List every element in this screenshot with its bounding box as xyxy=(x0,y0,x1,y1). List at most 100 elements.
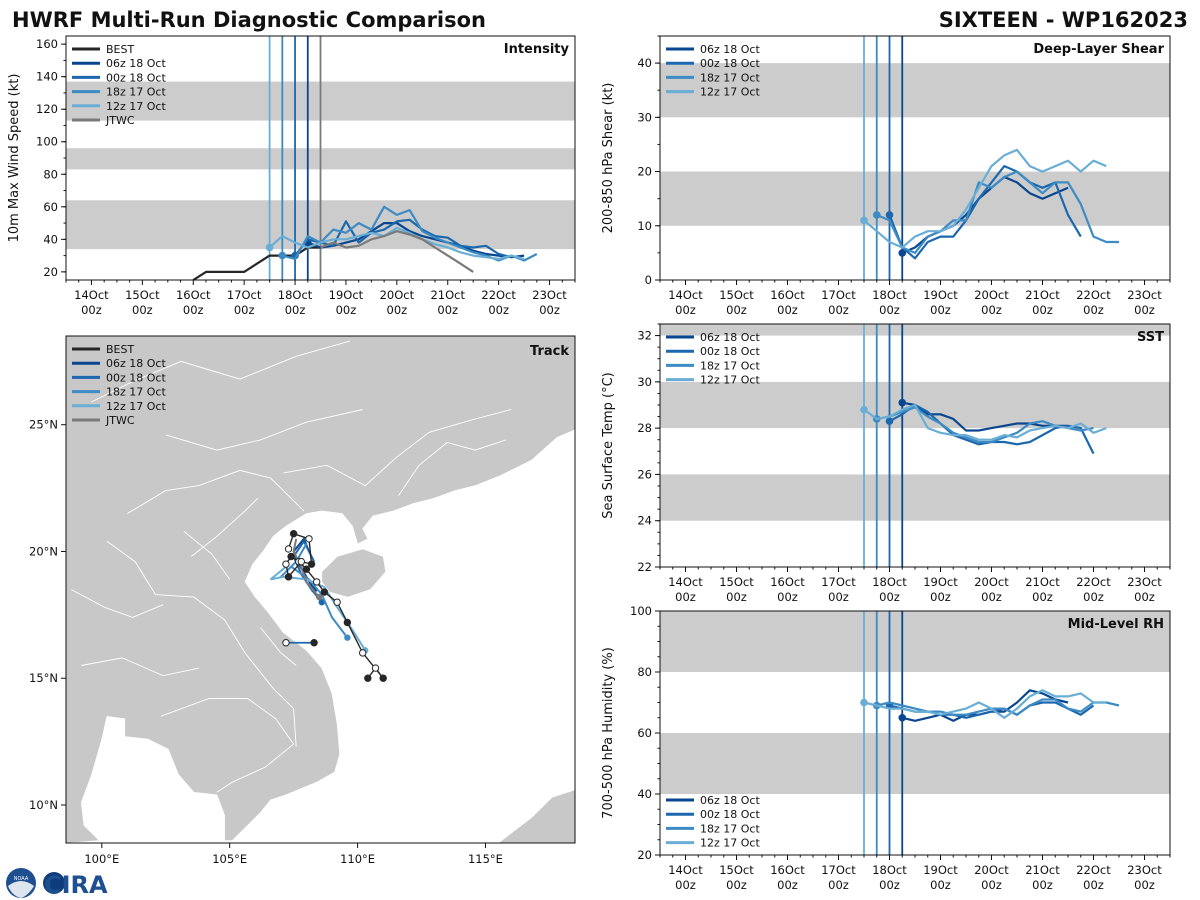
track-line-best xyxy=(285,532,384,679)
rh-band-1 xyxy=(660,611,1170,672)
intensity-legend-label-jtwc: JTWC xyxy=(105,114,135,127)
rh-xtick-hour: 00z xyxy=(930,878,951,892)
intensity-series-00z-18-oct xyxy=(294,218,512,259)
storm-id-title: SIXTEEN - WP162023 xyxy=(939,8,1188,32)
border-line-7 xyxy=(283,409,512,487)
track-series xyxy=(269,530,387,682)
track-legend-label-jtwc: JTWC xyxy=(105,414,135,427)
best-track-point xyxy=(343,618,352,627)
shear-series-18z-17-oct xyxy=(876,170,1119,254)
track-ytick-label: 15°N xyxy=(29,671,58,685)
intensity-legend-label-12z-17-oct: 12z 17 Oct xyxy=(106,100,166,113)
rh-xtick-hour: 00z xyxy=(726,878,747,892)
best-track-point xyxy=(307,560,316,568)
track-ytick-label: 10°N xyxy=(29,798,58,812)
intensity-xtick-day: 19Oct xyxy=(329,288,364,302)
rh-xtick-hour: 00z xyxy=(675,878,696,892)
rh-panel-title: Mid-Level RH xyxy=(1068,617,1164,632)
rh-ytick-label: 80 xyxy=(637,665,652,679)
best-track-point xyxy=(289,530,298,538)
rh-init-lines xyxy=(863,611,904,855)
track-line-18z-17-oct xyxy=(280,543,349,639)
sst-xtick-hour: 00z xyxy=(981,590,1002,604)
shear-legend-label-18z-17-oct: 18z 17 Oct xyxy=(700,71,760,84)
border-line-3 xyxy=(70,589,164,618)
rh-xtick-day: 17Oct xyxy=(821,863,856,877)
intensity-xtick-day: 16Oct xyxy=(176,288,211,302)
rh-ytick-label: 100 xyxy=(630,604,652,618)
rh-legend-label-06z-18-oct: 06z 18 Oct xyxy=(700,794,760,807)
sst-xtick-day: 14Oct xyxy=(668,575,703,589)
rh-xtick-day: 14Oct xyxy=(668,863,703,877)
shear-band-0 xyxy=(660,171,1170,226)
shear-xtick-hour: 00z xyxy=(930,303,951,317)
rh-xtick-hour: 00z xyxy=(1032,878,1053,892)
sst-start-marker-00z-18-oct xyxy=(885,417,894,426)
shear-legend-label-00z-18-oct: 00z 18 Oct xyxy=(700,57,760,70)
intensity-xtick-hour: 00z xyxy=(285,303,306,317)
southeast-land xyxy=(497,789,575,843)
rh-ytick-label: 60 xyxy=(637,726,652,740)
sst-ytick-label: 30 xyxy=(637,375,652,389)
sst-xtick-hour: 00z xyxy=(1032,590,1053,604)
sst-legend-label-06z-18-oct: 06z 18 Oct xyxy=(700,331,760,344)
rh-legend-label-18z-17-oct: 18z 17 Oct xyxy=(700,822,760,835)
intensity-legend-label-best: BEST xyxy=(106,43,134,56)
rh-legend-label-12z-17-oct: 12z 17 Oct xyxy=(700,837,760,850)
sst-band-0 xyxy=(660,474,1170,521)
rh-xtick-hour: 00z xyxy=(879,878,900,892)
track-ytick-label: 25°N xyxy=(29,418,58,432)
intensity-xtick-hour: 00z xyxy=(488,303,509,317)
shear-init-lines xyxy=(863,36,904,280)
intensity-xtick-hour: 00z xyxy=(387,303,408,317)
rh-xtick-hour: 00z xyxy=(1083,878,1104,892)
shear-xtick-day: 22Oct xyxy=(1076,288,1111,302)
shear-xtick-day: 16Oct xyxy=(770,288,805,302)
rh-start-marker-06z-18-oct xyxy=(898,713,907,722)
rh-start-marker-12z-17-oct xyxy=(860,698,868,707)
sst-xtick-day: 23Oct xyxy=(1127,575,1162,589)
sst-xtick-day: 21Oct xyxy=(1025,575,1060,589)
rh-xtick-day: 19Oct xyxy=(923,863,958,877)
shear-start-marker-00z-18-oct xyxy=(885,211,894,219)
shear-ytick-label: 20 xyxy=(637,165,652,179)
intensity-xtick-day: 14Oct xyxy=(74,288,109,302)
intensity-xtick-hour: 00z xyxy=(437,303,458,317)
shear-xtick-day: 14Oct xyxy=(668,288,703,302)
sst-xtick-day: 19Oct xyxy=(923,575,958,589)
rh-bands xyxy=(660,611,1170,794)
best-track-point xyxy=(282,560,290,568)
shear-xtick-hour: 00z xyxy=(1083,303,1104,317)
hainan-island xyxy=(321,548,387,598)
best-track-point xyxy=(310,639,318,647)
border-line-9 xyxy=(398,439,507,496)
intensity-xtick-hour: 00z xyxy=(336,303,357,317)
shear-xtick-hour: 00z xyxy=(777,303,798,317)
track-xtick-label: 100°E xyxy=(84,852,119,866)
shear-xtick-day: 20Oct xyxy=(974,288,1009,302)
sst-xtick-hour: 00z xyxy=(777,590,798,604)
rh-xtick-day: 23Oct xyxy=(1127,863,1162,877)
track-legend-label-12z-17-oct: 12z 17 Oct xyxy=(106,400,166,413)
sst-legend-label-12z-17-oct: 12z 17 Oct xyxy=(700,374,760,387)
best-track-point xyxy=(284,545,293,553)
border-line-8 xyxy=(91,340,351,403)
sst-xtick-hour: 00z xyxy=(930,590,951,604)
sst-xtick-day: 16Oct xyxy=(770,575,805,589)
land-mass xyxy=(66,336,575,843)
border-line-10 xyxy=(183,530,231,580)
track-legend-label-06z-18-oct: 06z 18 Oct xyxy=(106,357,166,370)
sst-xtick-day: 17Oct xyxy=(821,575,856,589)
sst-ylabel: Sea Surface Temp (°C) xyxy=(601,372,616,519)
rh-xtick-hour: 00z xyxy=(981,878,1002,892)
intensity-panel-title: Intensity xyxy=(504,42,570,57)
shear-band-1 xyxy=(660,63,1170,118)
sst-ytick-label: 24 xyxy=(637,514,652,528)
shear-legend-label-12z-17-oct: 12z 17 Oct xyxy=(700,86,760,99)
intensity-ytick-label: 80 xyxy=(43,167,58,181)
track-legend-label-00z-18-oct: 00z 18 Oct xyxy=(106,371,166,384)
shear-panel-title: Deep-Layer Shear xyxy=(1033,42,1164,57)
rh-series-18z-17-oct xyxy=(876,698,1120,716)
rh-xtick-day: 20Oct xyxy=(974,863,1009,877)
border-line-4 xyxy=(81,657,200,677)
